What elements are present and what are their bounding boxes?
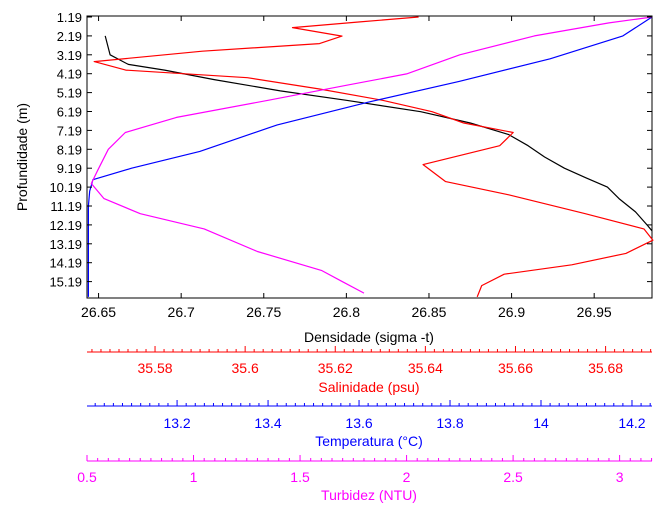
y-tick-label: 7.19 <box>57 123 82 138</box>
y-tick-label: 6.19 <box>57 105 82 120</box>
y-tick-label: 2.19 <box>57 29 82 44</box>
axis-tick-label-salinity: 35.64 <box>408 360 443 376</box>
axis-label-temperature: Temperatura (°C) <box>315 433 423 449</box>
axis-tick-label-salinity: 35.66 <box>498 360 533 376</box>
y-tick-label: 12.19 <box>49 218 82 233</box>
series-layer <box>87 16 654 298</box>
axis-tick-label-turbidity: 1 <box>190 469 198 485</box>
y-tick-label: 4.19 <box>57 67 82 82</box>
plot-area <box>86 15 653 299</box>
axis-tick-label-turbidity: 1.5 <box>290 469 310 485</box>
y-tick-label: 11.19 <box>50 199 82 214</box>
x-axis-label-density: Densidade (sigma -t) <box>304 329 434 345</box>
axis-tick-label-turbidity: 2 <box>403 469 411 485</box>
axis-tick-label-turbidity: 3 <box>616 469 624 485</box>
y-axis-label: Profundidade (m) <box>14 103 30 211</box>
axis-tick-label-temperature: 13.6 <box>345 415 372 431</box>
axis-tick-label-salinity: 35.62 <box>318 360 353 376</box>
series-line-temperature <box>87 16 653 297</box>
y-tick-label: 10.19 <box>49 180 82 195</box>
y-tick-label: 3.19 <box>57 48 82 63</box>
y-tick-label: 5.19 <box>57 86 82 101</box>
x-tick-label-density: 26.85 <box>411 304 446 320</box>
axis-tick-label-temperature: 13.8 <box>436 415 463 431</box>
axis-tick-label-salinity: 35.6 <box>232 360 259 376</box>
axis-tick-label-temperature: 14.2 <box>618 415 645 431</box>
x-tick-label-density: 26.7 <box>168 304 195 320</box>
axis-tick-label-turbidity: 2.5 <box>503 469 523 485</box>
axis-tick-label-temperature: 14 <box>533 415 549 431</box>
y-tick-label: 13.19 <box>49 237 82 252</box>
y-tick-label: 9.19 <box>57 161 82 176</box>
y-axis: 1.19 2.19 3.19 4.19 5.19 6.19 7.19 8.19 9.19 10.1… <box>49 10 652 290</box>
axis-tick-label-salinity: 35.58 <box>138 360 173 376</box>
axis-tick-label-temperature: 13.4 <box>254 415 281 431</box>
series-line-density <box>104 35 653 232</box>
y-tick-label: 1.19 <box>57 10 82 25</box>
axis-tick-label-temperature: 13.2 <box>163 415 190 431</box>
axis-label-salinity: Salinidade (psu) <box>318 379 419 395</box>
axis-label-turbidity: Turbidez (NTU) <box>321 487 417 503</box>
y-tick-label: 14.19 <box>49 256 82 271</box>
x-axes: 26.65 26.7 26.75 26.8 26.85 26.9 26.95 Densidad… <box>77 16 653 503</box>
x-tick-label-density: 26.65 <box>81 304 116 320</box>
axis-tick-label-salinity: 35.68 <box>588 360 623 376</box>
y-tick-label: 8.19 <box>57 142 82 157</box>
x-tick-label-density: 26.8 <box>333 304 360 320</box>
series-line-salinity <box>93 16 654 298</box>
series-line-turbidity <box>90 16 653 294</box>
x-tick-label-density: 26.9 <box>498 304 525 320</box>
x-tick-label-density: 26.75 <box>246 304 281 320</box>
y-tick-label: 15.19 <box>49 275 82 290</box>
axis-tick-label-turbidity: 0.5 <box>77 469 97 485</box>
x-tick-label-density: 26.95 <box>577 304 612 320</box>
